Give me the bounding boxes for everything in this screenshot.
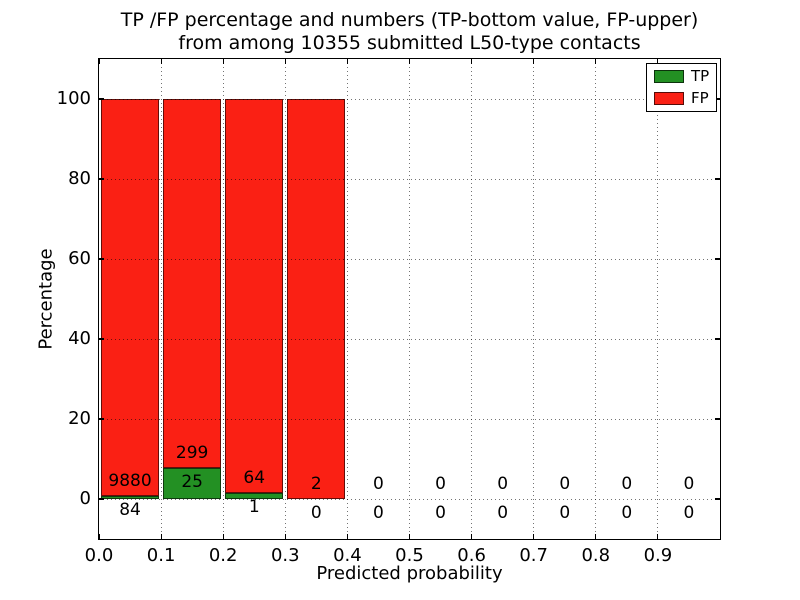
x-tick-bottom xyxy=(346,534,348,539)
x-tick-top xyxy=(346,59,348,64)
fp-count-label: 0 xyxy=(373,474,384,494)
x-tick-label: 0.6 xyxy=(457,545,486,566)
y-tick-label: 40 xyxy=(68,328,91,349)
tp-count-label: 0 xyxy=(621,503,633,523)
y-tick-left xyxy=(99,338,104,340)
y-tick-label: 0 xyxy=(79,488,91,509)
fp-count-label: 9880 xyxy=(108,470,152,491)
y-tick-label: 80 xyxy=(68,168,91,189)
tp-count-label: 0 xyxy=(559,503,571,523)
x-tick-top xyxy=(408,59,411,64)
y-tick-right xyxy=(715,498,720,500)
tp-count-label: 0 xyxy=(435,503,446,523)
x-tick-bottom xyxy=(533,534,535,539)
fp-count-label: 0 xyxy=(621,474,633,494)
bar-fp-0.2-0.3 xyxy=(225,99,284,493)
gridline-x-0.3 xyxy=(284,59,286,539)
x-tick-bottom xyxy=(471,534,473,539)
x-tick-top xyxy=(222,59,224,64)
y-tick-right xyxy=(715,98,720,100)
gridline-x-0.5 xyxy=(409,59,410,539)
gridline-x-0.9 xyxy=(657,59,659,539)
fp-count-label: 0 xyxy=(435,474,446,494)
y-tick-label: 100 xyxy=(56,88,91,109)
x-tick-label: 0.4 xyxy=(333,545,362,566)
x-tick-top xyxy=(284,59,286,64)
bar-tp-0.0-0.1 xyxy=(101,495,160,499)
bar-fp-0.0-0.1 xyxy=(101,99,160,496)
x-tick-label: 0.7 xyxy=(519,545,548,566)
x-tick-label: 0.5 xyxy=(395,545,424,566)
legend-row-fp: FP xyxy=(654,91,709,106)
y-tick-label: 20 xyxy=(68,408,91,429)
x-tick-top xyxy=(595,59,597,64)
y-tick-left xyxy=(99,98,104,100)
gridline-x-0.6 xyxy=(471,59,473,539)
plot-area: 0 20 40 60 80 100 0.0 0.1 0.2 0.3 0.4 0.5 0.6 0.7 0.8 0… xyxy=(57,58,721,566)
x-tick-label: 0.8 xyxy=(581,545,611,566)
legend-label-tp: TP xyxy=(691,67,710,85)
x-tick-bottom xyxy=(284,534,286,539)
tp-swatch-icon xyxy=(654,70,684,83)
fp-count-label: 0 xyxy=(683,474,695,494)
bar-tp-0.1-0.2 xyxy=(163,468,222,499)
x-tick-label: 0.2 xyxy=(208,545,238,566)
gridline-x-0.2 xyxy=(222,59,224,539)
chart-title-line2: from among 10355 submitted L50-type cont… xyxy=(178,32,641,54)
y-tick-right xyxy=(715,338,720,340)
x-tick-label: 0.3 xyxy=(270,545,300,566)
chart-title-line1: TP /FP percentage and numbers (TP-bottom… xyxy=(120,9,699,31)
tp-count-label: 0 xyxy=(373,503,384,523)
x-tick-top xyxy=(160,59,162,64)
fp-count-label: 0 xyxy=(559,474,571,494)
gridline-x-0.8 xyxy=(595,59,597,539)
x-axis-label: Predicted probability xyxy=(316,563,503,584)
x-tick-label: 0.0 xyxy=(84,545,114,566)
x-tick-bottom xyxy=(98,534,100,539)
fp-count-label: 64 xyxy=(243,467,266,488)
legend: TP FP xyxy=(646,63,718,112)
y-tick-label: 60 xyxy=(68,248,91,269)
x-tick-top xyxy=(657,59,659,64)
tp-count-label: 0 xyxy=(310,503,322,523)
tp-count-label: 84 xyxy=(119,499,141,520)
legend-row-tp: TP xyxy=(654,69,709,84)
tp-count-label: 25 xyxy=(181,472,203,493)
y-tick-left xyxy=(99,258,104,260)
x-tick-bottom xyxy=(657,534,659,539)
x-tick-label: 0.1 xyxy=(146,545,176,566)
x-tick-top xyxy=(98,59,100,64)
fp-count-label: 0 xyxy=(497,474,509,494)
tp-count-label: 0 xyxy=(497,503,509,523)
y-tick-left xyxy=(99,418,104,420)
x-tick-top xyxy=(471,59,473,64)
gridline-x-0.7 xyxy=(533,59,535,539)
x-tick-bottom xyxy=(408,534,411,539)
y-tick-left xyxy=(99,498,104,500)
chart-title: TP /FP percentage and numbers (TP-bottom… xyxy=(99,9,720,55)
y-tick-right xyxy=(715,418,720,420)
legend-label-fp: FP xyxy=(691,89,709,107)
gridline-x-0.4 xyxy=(346,59,348,539)
x-tick-bottom xyxy=(222,534,224,539)
bar-fp-0.3-0.4 xyxy=(287,99,346,499)
gridline-x-0.1 xyxy=(160,59,162,539)
y-tick-right xyxy=(715,258,720,260)
tp-count-label: 1 xyxy=(248,496,260,517)
x-tick-bottom xyxy=(595,534,597,539)
fp-count-label: 299 xyxy=(175,443,209,464)
bar-fp-0.1-0.2 xyxy=(163,99,222,469)
tp-count-label: 0 xyxy=(683,503,695,523)
fp-count-label: 2 xyxy=(310,474,322,494)
x-tick-top xyxy=(533,59,535,64)
y-tick-left xyxy=(99,178,104,180)
fp-swatch-icon xyxy=(654,92,684,105)
x-tick-label: 0.9 xyxy=(643,545,673,566)
y-tick-right xyxy=(715,178,720,180)
bar-tp-0.2-0.3 xyxy=(225,492,284,499)
x-tick-bottom xyxy=(160,534,162,539)
